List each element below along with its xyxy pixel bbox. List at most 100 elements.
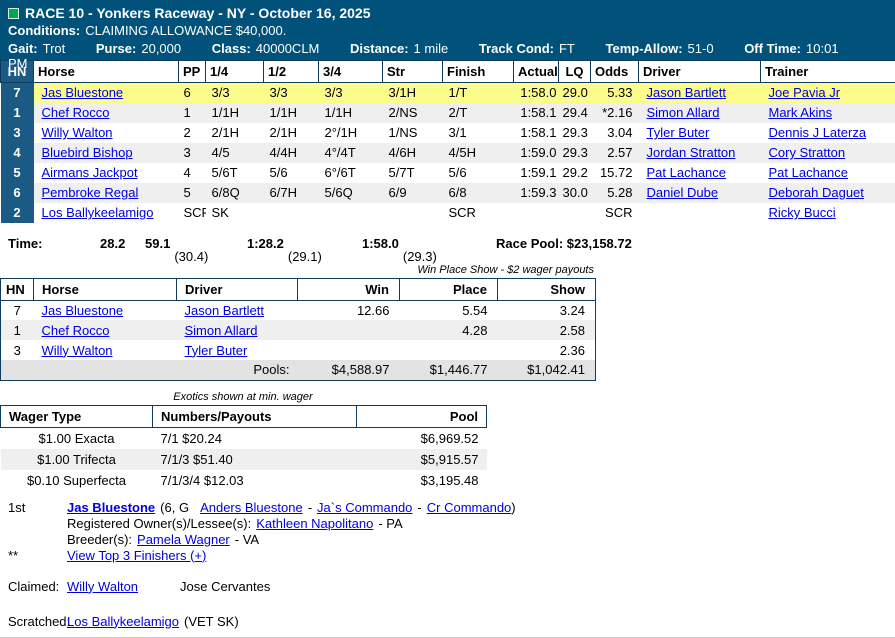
- breeder-label: Breeder(s):: [67, 532, 132, 547]
- horse-link[interactable]: Willy Walton: [42, 125, 113, 140]
- half-time-value: 59.1: [145, 236, 170, 251]
- sire-link[interactable]: Anders Bluestone: [200, 500, 303, 515]
- dam-link[interactable]: Ja`s Commando: [317, 500, 412, 515]
- table-row: $1.00 Trifecta 7/1/3 $51.40 $5,915.57: [1, 449, 487, 470]
- win-payout: [298, 340, 400, 360]
- driver-link[interactable]: Jason Bartlett: [185, 303, 265, 318]
- horse-link[interactable]: Jas Bluestone: [42, 85, 124, 100]
- race-header: RACE 10 - Yonkers Raceway - NY - October…: [0, 0, 895, 60]
- breeder-link[interactable]: Pamela Wagner: [137, 532, 230, 547]
- show-payout: 2.58: [498, 320, 596, 340]
- results-table: HN Horse PP 1/4 1/2 3/4 Str Finish Actua…: [0, 60, 895, 223]
- stat-value: 1 mile: [414, 41, 449, 56]
- view-top3-link[interactable]: View Top 3 Finishers (+): [67, 548, 206, 564]
- finish-call: 1/T: [443, 83, 514, 103]
- quarter-call: 1/1H: [206, 103, 264, 123]
- horse-link[interactable]: Los Ballykeelamigo: [42, 205, 154, 220]
- race-title: RACE 10 - Yonkers Raceway - NY - October…: [25, 5, 371, 21]
- finish-call: 5/6: [443, 163, 514, 183]
- pool-amount: $6,969.52: [357, 427, 487, 449]
- trainer-link[interactable]: Joe Pavia Jr: [769, 85, 841, 100]
- pedigree-separator: -: [417, 500, 421, 515]
- stretch-call: 6/9: [383, 183, 443, 203]
- horse-link[interactable]: Pembroke Regal: [42, 185, 139, 200]
- col-header-hn: HN: [1, 278, 34, 300]
- col-header-show: Show: [498, 278, 596, 300]
- three-quarter-split: (29.1): [288, 249, 322, 264]
- stat-track-cond: Track Cond:FT: [479, 41, 575, 56]
- pool-amount: $5,915.57: [357, 449, 487, 470]
- horse-link[interactable]: Airmans Jackpot: [42, 165, 138, 180]
- three-quarter-call: 2°/1H: [319, 123, 383, 143]
- finish-call: 6/8: [443, 183, 514, 203]
- last-quarter: 29.3: [559, 123, 591, 143]
- wps-header-row: HN Horse Driver Win Place Show: [1, 278, 596, 300]
- damsire-link[interactable]: Cr Commando: [427, 500, 512, 515]
- horse-number: 3: [1, 340, 34, 360]
- driver-link[interactable]: Daniel Dube: [647, 185, 719, 200]
- exotics-table: Wager Type Numbers/Payouts Pool $1.00 Ex…: [0, 405, 487, 491]
- quarter-call: 5/6T: [206, 163, 264, 183]
- stat-label: Class:: [212, 41, 251, 56]
- exotics-header-row: Wager Type Numbers/Payouts Pool: [1, 405, 487, 427]
- col-header-quarter: 1/4: [206, 61, 264, 83]
- scratched-line: Scratched: Los Ballykeelamigo(VET SK): [0, 614, 895, 630]
- quarter-call: 6/8Q: [206, 183, 264, 203]
- table-row: $0.10 Superfecta 7/1/3/4 $12.03 $3,195.4…: [1, 470, 487, 491]
- col-header-driver: Driver: [177, 278, 298, 300]
- horse-link[interactable]: Bluebird Bishop: [42, 145, 133, 160]
- finish-call: 3/1: [443, 123, 514, 143]
- post-position: 1: [179, 103, 206, 123]
- actual-time: 1:59.1: [514, 163, 559, 183]
- three-quarter-call: [319, 203, 383, 223]
- driver-link[interactable]: Tyler Buter: [647, 125, 710, 140]
- trainer-link[interactable]: Deborah Daguet: [769, 185, 864, 200]
- horse-link[interactable]: Jas Bluestone: [42, 303, 124, 318]
- col-header-finish: Finish: [443, 61, 514, 83]
- actual-time: 1:58.0: [514, 83, 559, 103]
- table-row: 1 Chef Rocco 1 1/1H 1/1H 1/1H 2/NS 2/T 1…: [1, 103, 895, 123]
- final-time-value: 1:58.0: [362, 236, 399, 251]
- driver-link[interactable]: Simon Allard: [647, 105, 720, 120]
- stat-value: 51-0: [688, 41, 714, 56]
- half-call: 1/1H: [264, 103, 319, 123]
- place-payout: 5.54: [400, 300, 498, 320]
- stat-gait: Gait:Trot: [8, 41, 65, 56]
- driver-link[interactable]: Tyler Buter: [185, 343, 248, 358]
- driver-link[interactable]: Pat Lachance: [647, 165, 727, 180]
- owner-link[interactable]: Kathleen Napolitano: [256, 516, 373, 531]
- trainer-link[interactable]: Mark Akins: [769, 105, 833, 120]
- scratched-horse-link[interactable]: Los Ballykeelamigo: [67, 614, 179, 629]
- trainer-link[interactable]: Pat Lachance: [769, 165, 849, 180]
- actual-time: 1:58.1: [514, 123, 559, 143]
- actual-time: 1:59.0: [514, 143, 559, 163]
- breeder-line: Breeder(s):Pamela Wagner- VA: [0, 532, 895, 548]
- claimed-by: Jose Cervantes: [180, 579, 270, 594]
- trainer-link[interactable]: Dennis J Laterza: [769, 125, 867, 140]
- col-header-numbers-payouts: Numbers/Payouts: [153, 405, 357, 427]
- driver-link[interactable]: Simon Allard: [185, 323, 258, 338]
- wager-type: $0.10 Superfecta: [1, 470, 153, 491]
- stat-purse: Purse:20,000: [96, 41, 181, 56]
- stat-class: Class:40000CLM: [212, 41, 320, 56]
- final-split: (29.3): [403, 249, 437, 264]
- race-marker-icon: [8, 8, 19, 19]
- horse-link[interactable]: Chef Rocco: [42, 105, 110, 120]
- trainer-link[interactable]: Ricky Bucci: [769, 205, 836, 220]
- winner-horse-link[interactable]: Jas Bluestone: [67, 500, 155, 515]
- stat-label: Distance:: [350, 41, 409, 56]
- time-section: Time: 28.2 59.1(30.4) 1:28.2(29.1) 1:58.…: [0, 223, 895, 261]
- stat-value: 20,000: [141, 41, 181, 56]
- claimed-horse-link[interactable]: Willy Walton: [67, 579, 138, 594]
- odds: 3.04: [591, 123, 639, 143]
- col-header-half: 1/2: [264, 61, 319, 83]
- trainer-link[interactable]: Cory Stratton: [769, 145, 846, 160]
- horse-link[interactable]: Chef Rocco: [42, 323, 110, 338]
- driver-link[interactable]: Jason Bartlett: [647, 85, 727, 100]
- col-header-actual: Actual: [514, 61, 559, 83]
- last-quarter: 29.2: [559, 163, 591, 183]
- horse-number: 1: [1, 320, 34, 340]
- driver-link[interactable]: Jordan Stratton: [647, 145, 736, 160]
- horse-link[interactable]: Willy Walton: [42, 343, 113, 358]
- table-row: 6 Pembroke Regal 5 6/8Q 6/7H 5/6Q 6/9 6/…: [1, 183, 895, 203]
